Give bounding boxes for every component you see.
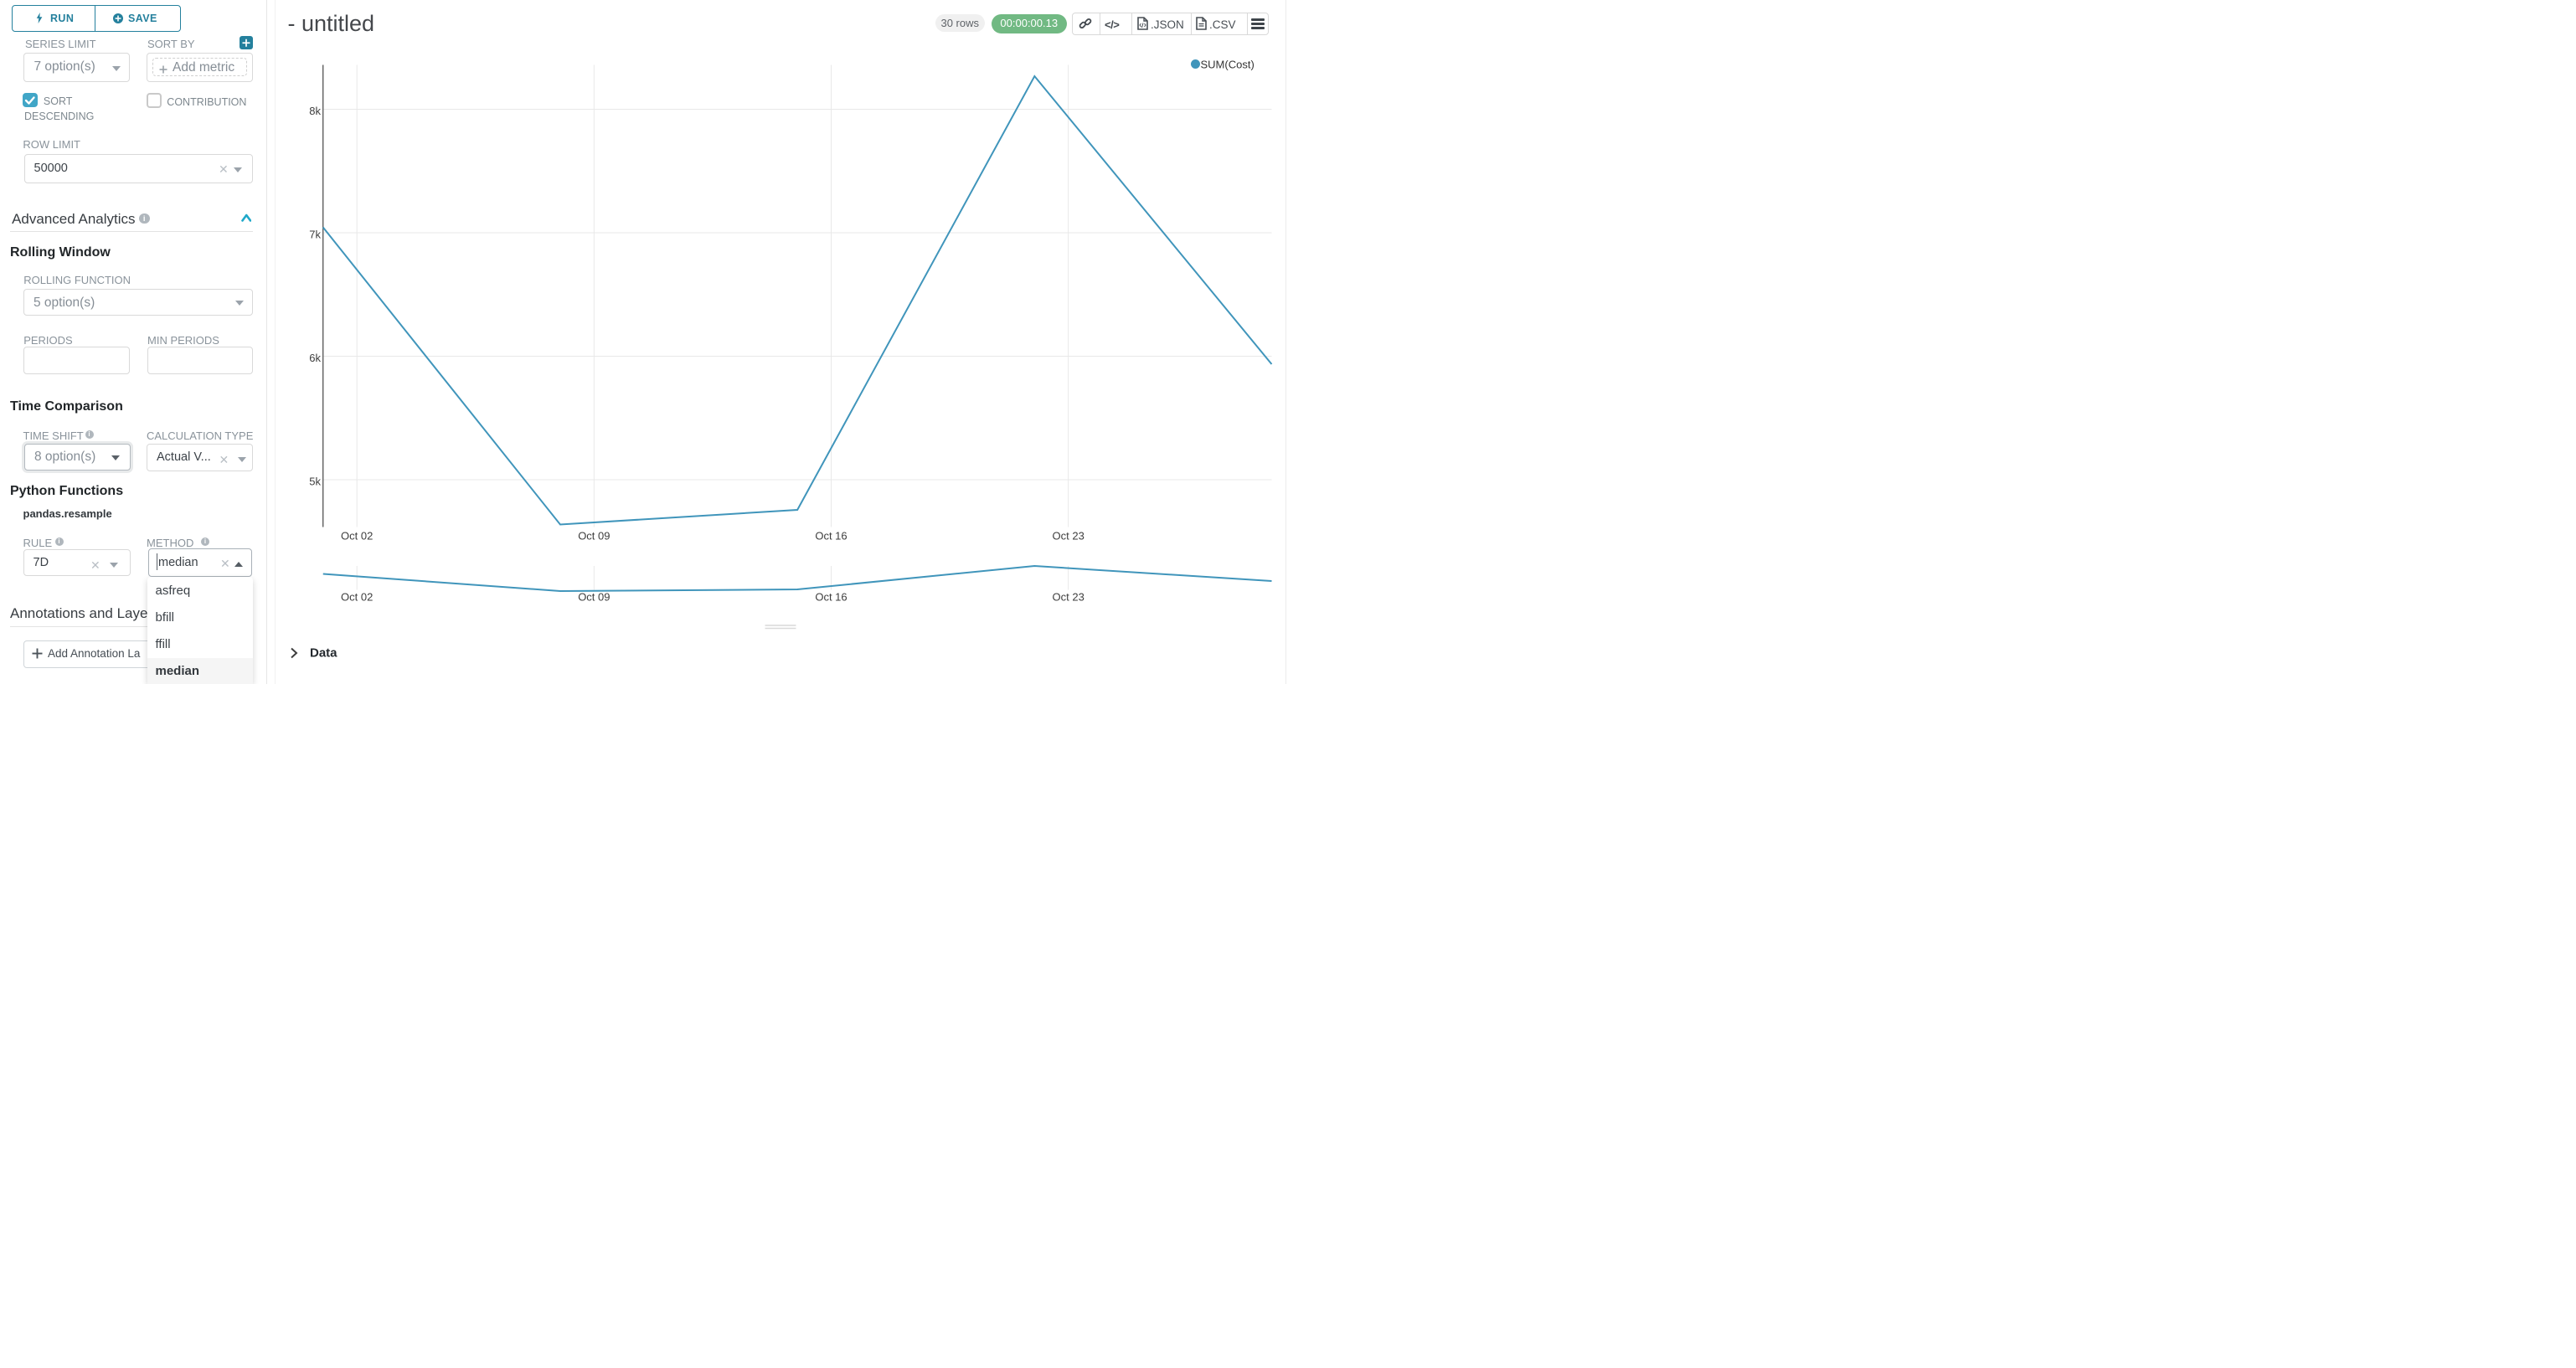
svg-text:Oct 16: Oct 16 [815,591,847,604]
svg-text:5k: 5k [309,476,321,488]
svg-text:Oct 23: Oct 23 [1053,591,1084,604]
svg-text:8k: 8k [309,105,321,117]
svg-text:Data: Data [310,646,337,661]
svg-text:7k: 7k [309,229,321,241]
svg-text:Oct 23: Oct 23 [1053,530,1084,543]
svg-text:SUM(Cost): SUM(Cost) [1201,59,1255,71]
svg-text:Oct 09: Oct 09 [578,591,610,604]
svg-text:Oct 16: Oct 16 [815,530,847,543]
svg-text:Oct 02: Oct 02 [341,591,373,604]
svg-text:6k: 6k [309,352,321,364]
svg-text:Oct 09: Oct 09 [578,530,610,543]
svg-text:Oct 02: Oct 02 [341,530,373,543]
